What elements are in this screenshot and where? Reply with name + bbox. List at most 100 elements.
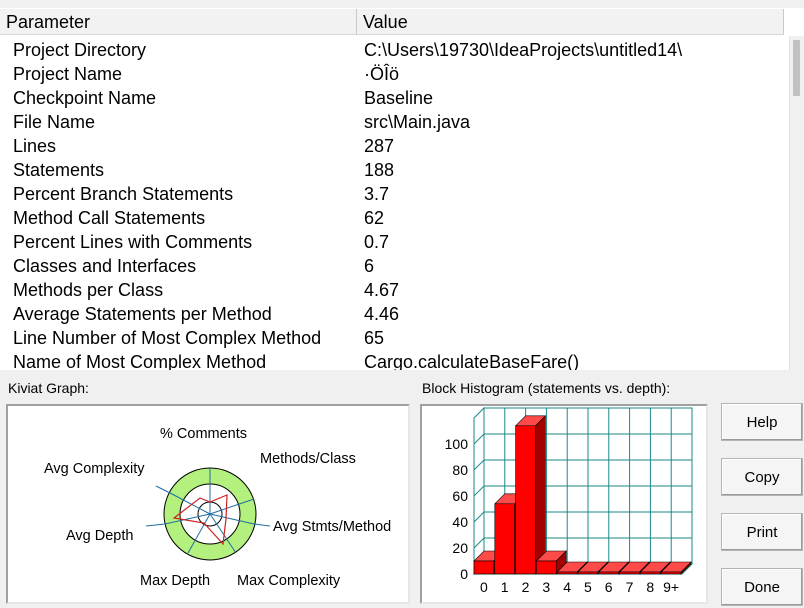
- value-cell: ·ÖÎö: [364, 64, 400, 84]
- parameter-cell: Line Number of Most Complex Method: [13, 328, 322, 348]
- x-tick-label: 5: [584, 579, 592, 595]
- x-tick-label: 0: [480, 579, 488, 595]
- value-cell: 4.67: [364, 280, 400, 300]
- x-tick-label: 4: [563, 579, 571, 595]
- parameter-cell: Checkpoint Name: [13, 88, 157, 108]
- kiviat-axis-label: Methods/Class: [260, 451, 356, 467]
- column-header-value[interactable]: Value: [357, 9, 784, 35]
- kiviat-graph: % Comments Methods/Class Avg Stmts/Method M…: [44, 426, 391, 589]
- bar-side: [535, 415, 546, 575]
- parameter-cell: Methods per Class: [13, 280, 164, 300]
- bar: [536, 560, 557, 575]
- kiviat-label: Kiviat Graph:: [8, 380, 89, 396]
- value-cell: 4.46: [364, 304, 400, 324]
- parameter-cell: Project Directory: [13, 40, 147, 60]
- table-row[interactable]: Percent Branch Statements 3.7: [0, 182, 790, 206]
- table-row[interactable]: Name of Most Complex Method Cargo.calcula…: [0, 350, 790, 370]
- kiviat-axis-spoke: [145, 523, 166, 527]
- histogram-label: Block Histogram (statements vs. depth):: [422, 380, 671, 396]
- x-tick-label: 9+: [663, 579, 679, 595]
- y-tick-label: 0: [460, 566, 468, 582]
- parameter-cell: Percent Branch Statements: [13, 184, 234, 204]
- kiviat-axis-spoke: [209, 513, 255, 525]
- table-row[interactable]: Project Name ·ÖÎö: [0, 62, 790, 86]
- table-row[interactable]: Checkpoint Name Baseline: [0, 86, 790, 110]
- grid-line: [473, 433, 485, 445]
- x-tick-label: 1: [501, 579, 509, 595]
- parameter-cell: File Name: [13, 112, 96, 132]
- table-row[interactable]: Methods per Class 4.67: [0, 278, 790, 302]
- value-cell: 0.7: [364, 232, 390, 252]
- bar: [660, 571, 682, 575]
- grid-line: [473, 511, 485, 523]
- kiviat-axis-spoke: [209, 513, 237, 554]
- y-tick-label: 100: [445, 436, 469, 452]
- value-cell: src\Main.java: [364, 112, 471, 132]
- value-cell: Baseline: [364, 88, 434, 108]
- value-cell: 6: [364, 256, 375, 276]
- table-row[interactable]: File Name src\Main.java: [0, 110, 790, 134]
- kiviat-axis-label: % Comments: [160, 426, 247, 442]
- value-cell: 3.7: [364, 184, 390, 204]
- done-button[interactable]: Done: [721, 568, 803, 606]
- kiviat-graph-panel: % Comments Methods/Class Avg Stmts/Method M…: [6, 404, 410, 604]
- bar: [556, 571, 578, 575]
- table-row[interactable]: Classes and Interfaces 6: [0, 254, 790, 278]
- grid-line: [473, 537, 485, 549]
- table-row[interactable]: Statements 188: [0, 158, 790, 182]
- bar: [598, 571, 619, 575]
- parameter-cell: Percent Lines with Comments: [13, 232, 253, 252]
- y-tick-label: 60: [452, 488, 468, 504]
- y-tick-label: 40: [452, 514, 468, 530]
- value-cell: 188: [364, 160, 395, 180]
- kiviat-axis-label: Max Complexity: [237, 573, 341, 589]
- parameter-cell: Method Call Statements: [13, 208, 206, 228]
- table-row[interactable]: Method Call Statements 62: [0, 206, 790, 230]
- table-row[interactable]: Lines 287: [0, 134, 790, 158]
- bar: [640, 571, 661, 575]
- table-row[interactable]: Project Directory C:\Users\19730\IdeaProj…: [0, 38, 790, 62]
- kiviat-axis-label: Avg Depth: [66, 528, 133, 544]
- x-tick-label: 7: [626, 579, 634, 595]
- parameter-cell: Name of Most Complex Method: [13, 352, 267, 370]
- table-row[interactable]: Average Statements per Method 4.46: [0, 302, 790, 326]
- x-tick-label: 8: [646, 579, 654, 595]
- value-cell: 287: [364, 136, 395, 156]
- kiviat-axis-spoke: [253, 523, 271, 527]
- kiviat-axis-spoke: [164, 513, 211, 525]
- bar: [473, 560, 495, 575]
- value-cell: Cargo.calculateBaseFare(): [364, 352, 580, 370]
- parameter-cell: Classes and Interfaces: [13, 256, 197, 276]
- parameter-cell: Average Statements per Method: [13, 304, 272, 324]
- kiviat-axis-spoke: [187, 513, 211, 554]
- copy-button[interactable]: Copy: [721, 458, 803, 496]
- table-row[interactable]: Line Number of Most Complex Method 65: [0, 326, 790, 350]
- print-button[interactable]: Print: [721, 513, 803, 551]
- parameter-cell: Lines: [13, 136, 57, 156]
- table-row[interactable]: Percent Lines with Comments 0.7: [0, 230, 790, 254]
- bar: [515, 425, 536, 575]
- y-tick-label: 80: [452, 462, 468, 478]
- help-button[interactable]: Help: [721, 403, 803, 441]
- kiviat-polygon: [172, 494, 228, 546]
- kiviat-axis-spoke: [171, 493, 211, 515]
- value-cell: C:\Users\19730\IdeaProjects\untitled14\: [364, 40, 683, 60]
- vertical-scrollbar[interactable]: [789, 36, 804, 370]
- bar: [619, 571, 640, 575]
- x-tick-label: 3: [542, 579, 550, 595]
- bar: [494, 503, 515, 575]
- metrics-table: Parameter Value Project Directory C:\User…: [0, 8, 804, 370]
- histogram-panel: 0 20 40 60 80 100 0 1 2 3 4 5 6 7 8 9+: [420, 404, 708, 604]
- grid-line: [473, 485, 485, 497]
- parameter-cell: Statements: [13, 160, 105, 180]
- kiviat-axis-spoke: [209, 498, 255, 515]
- value-cell: 65: [364, 328, 385, 348]
- x-tick-label: 2: [522, 579, 530, 595]
- column-header-parameter[interactable]: Parameter: [0, 9, 357, 35]
- bar: [577, 571, 599, 575]
- kiviat-axis-label: Avg Complexity: [44, 461, 145, 477]
- x-tick-label: 6: [605, 579, 613, 595]
- grid-line: [473, 459, 485, 471]
- scrollbar-thumb[interactable]: [793, 40, 800, 96]
